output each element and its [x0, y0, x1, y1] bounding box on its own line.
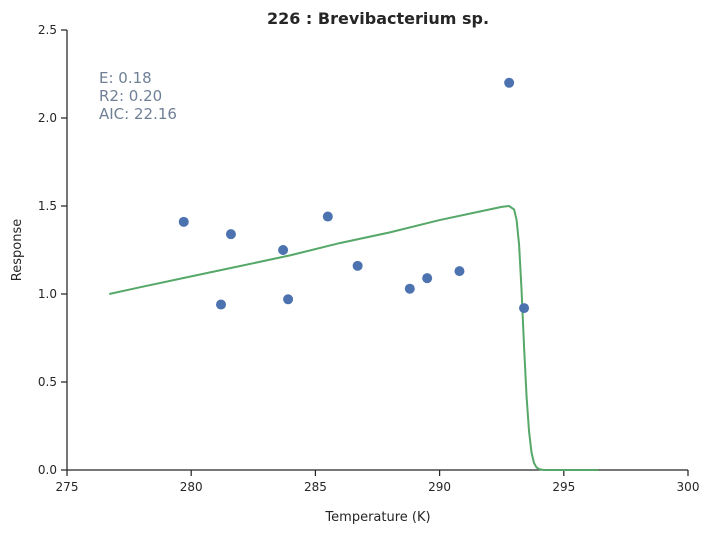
x-tick-label: 280	[180, 480, 203, 494]
x-tick-label: 295	[552, 480, 575, 494]
y-tick-label: 2.5	[38, 23, 57, 37]
y-tick-label: 2.0	[38, 111, 57, 125]
data-point	[322, 211, 333, 222]
stat-e: E: 0.18	[99, 69, 152, 87]
y-ticks: 0.0 0.5 1.0 1.5 2.0 2.5	[38, 23, 67, 477]
y-axis-label: Response	[10, 219, 25, 281]
data-point	[454, 266, 465, 277]
x-axis-label: Temperature (K)	[324, 510, 430, 525]
y-tick-label: 0.0	[38, 463, 57, 477]
data-point	[225, 229, 236, 240]
y-tick-label: 0.5	[38, 375, 57, 389]
scatter-points	[178, 77, 530, 314]
data-point	[519, 303, 530, 314]
x-ticks: 275 280 285 290 295 300	[56, 470, 700, 494]
y-tick-label: 1.0	[38, 287, 57, 301]
x-tick-label: 290	[428, 480, 451, 494]
fit-line	[109, 204, 599, 471]
data-point	[278, 245, 289, 255]
data-point	[422, 273, 433, 284]
x-tick-label: 300	[677, 480, 700, 494]
data-point	[352, 260, 363, 271]
y-tick-label: 1.5	[38, 199, 57, 213]
data-point	[178, 216, 189, 227]
stat-r2: R2: 0.20	[99, 87, 162, 105]
data-point	[404, 283, 415, 294]
stat-aic: AIC: 22.16	[99, 105, 177, 123]
x-tick-label: 285	[304, 480, 327, 494]
chart-title: 226 : Brevibacterium sp.	[267, 9, 489, 28]
x-tick-label: 275	[56, 480, 79, 494]
data-point	[216, 299, 227, 310]
data-point	[283, 294, 294, 305]
data-point	[504, 77, 515, 88]
